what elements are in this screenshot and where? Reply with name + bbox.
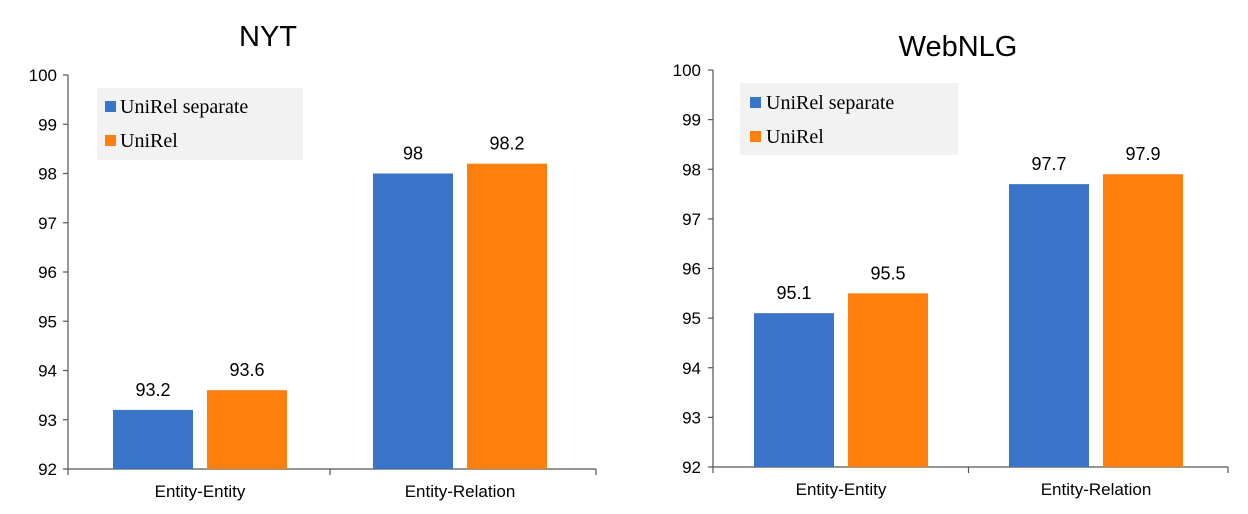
- x-axis: Entity-Entity Entity-Relation: [712, 467, 1229, 499]
- y-tick-label: 97: [682, 210, 701, 229]
- x-category-label: Entity-Relation: [405, 482, 516, 501]
- data-labels: 93.2 93.6 98 98.2: [135, 134, 524, 400]
- legend-swatch-unirel: [750, 131, 761, 142]
- bars: [754, 174, 1183, 467]
- y-tick-label: 95: [38, 312, 57, 331]
- y-tick-label: 93: [38, 411, 57, 430]
- legend-swatch-unirel-separate: [105, 101, 116, 112]
- bar: [467, 163, 547, 469]
- y-tick-label: 96: [38, 263, 57, 282]
- y-tick-label: 99: [682, 111, 701, 130]
- bar: [1009, 184, 1089, 467]
- x-category-label: Entity-Entity: [155, 482, 246, 501]
- legend-label-unirel-separate: UniRel separate: [766, 92, 894, 114]
- bar: [1103, 174, 1183, 467]
- bar: [373, 173, 453, 469]
- y-axis: 92 93 94 95 96 97 98 99 100: [673, 61, 713, 477]
- y-tick-label: 100: [673, 61, 701, 80]
- data-labels: 95.1 95.5 97.7 97.9: [776, 144, 1160, 303]
- bar: [113, 409, 193, 469]
- data-label: 98: [403, 144, 423, 164]
- bar: [207, 390, 287, 469]
- y-tick-label: 94: [38, 362, 57, 381]
- data-label: 93.2: [135, 380, 170, 400]
- legend-background: [740, 83, 958, 155]
- y-tick-label: 92: [38, 460, 57, 479]
- y-tick-label: 98: [38, 165, 57, 184]
- chart-title: NYT: [239, 21, 297, 53]
- legend-swatch-unirel: [105, 135, 116, 146]
- data-label: 95.1: [776, 283, 811, 303]
- y-tick-label: 96: [682, 260, 701, 279]
- y-tick-label: 98: [682, 160, 701, 179]
- chart-title: WebNLG: [899, 31, 1018, 63]
- bar: [754, 313, 834, 467]
- y-tick-label: 99: [38, 115, 57, 134]
- data-label: 98.2: [489, 134, 524, 154]
- legend-label-unirel-separate: UniRel separate: [120, 96, 248, 118]
- legend: UniRel separate UniRel: [97, 88, 303, 160]
- y-tick-label: 94: [682, 359, 701, 378]
- y-tick-label: 97: [38, 214, 57, 233]
- legend-label-unirel: UniRel: [766, 126, 824, 148]
- legend-background: [97, 88, 303, 160]
- data-label: 97.7: [1031, 154, 1066, 174]
- x-axis: Entity-Entity Entity-Relation: [67, 469, 597, 501]
- bar: [848, 293, 928, 467]
- y-tick-label: 92: [682, 458, 701, 477]
- chart-nyt: NYT 92 93 94 95 96 97 98 99 100 93.2 93.6 98 98.2 E…: [29, 21, 597, 501]
- legend-label-unirel: UniRel: [120, 130, 178, 152]
- x-category-label: Entity-Relation: [1041, 480, 1152, 499]
- data-label: 93.6: [229, 360, 264, 380]
- data-label: 97.9: [1125, 144, 1160, 164]
- legend: UniRel separate UniRel: [740, 83, 958, 155]
- data-label: 95.5: [870, 263, 905, 283]
- y-tick-label: 100: [29, 66, 57, 85]
- y-axis: 92 93 94 95 96 97 98 99 100: [29, 66, 68, 479]
- bars: [113, 163, 547, 469]
- x-category-label: Entity-Entity: [796, 480, 887, 499]
- legend-swatch-unirel-separate: [750, 97, 761, 108]
- y-tick-label: 95: [682, 309, 701, 328]
- y-tick-label: 93: [682, 408, 701, 427]
